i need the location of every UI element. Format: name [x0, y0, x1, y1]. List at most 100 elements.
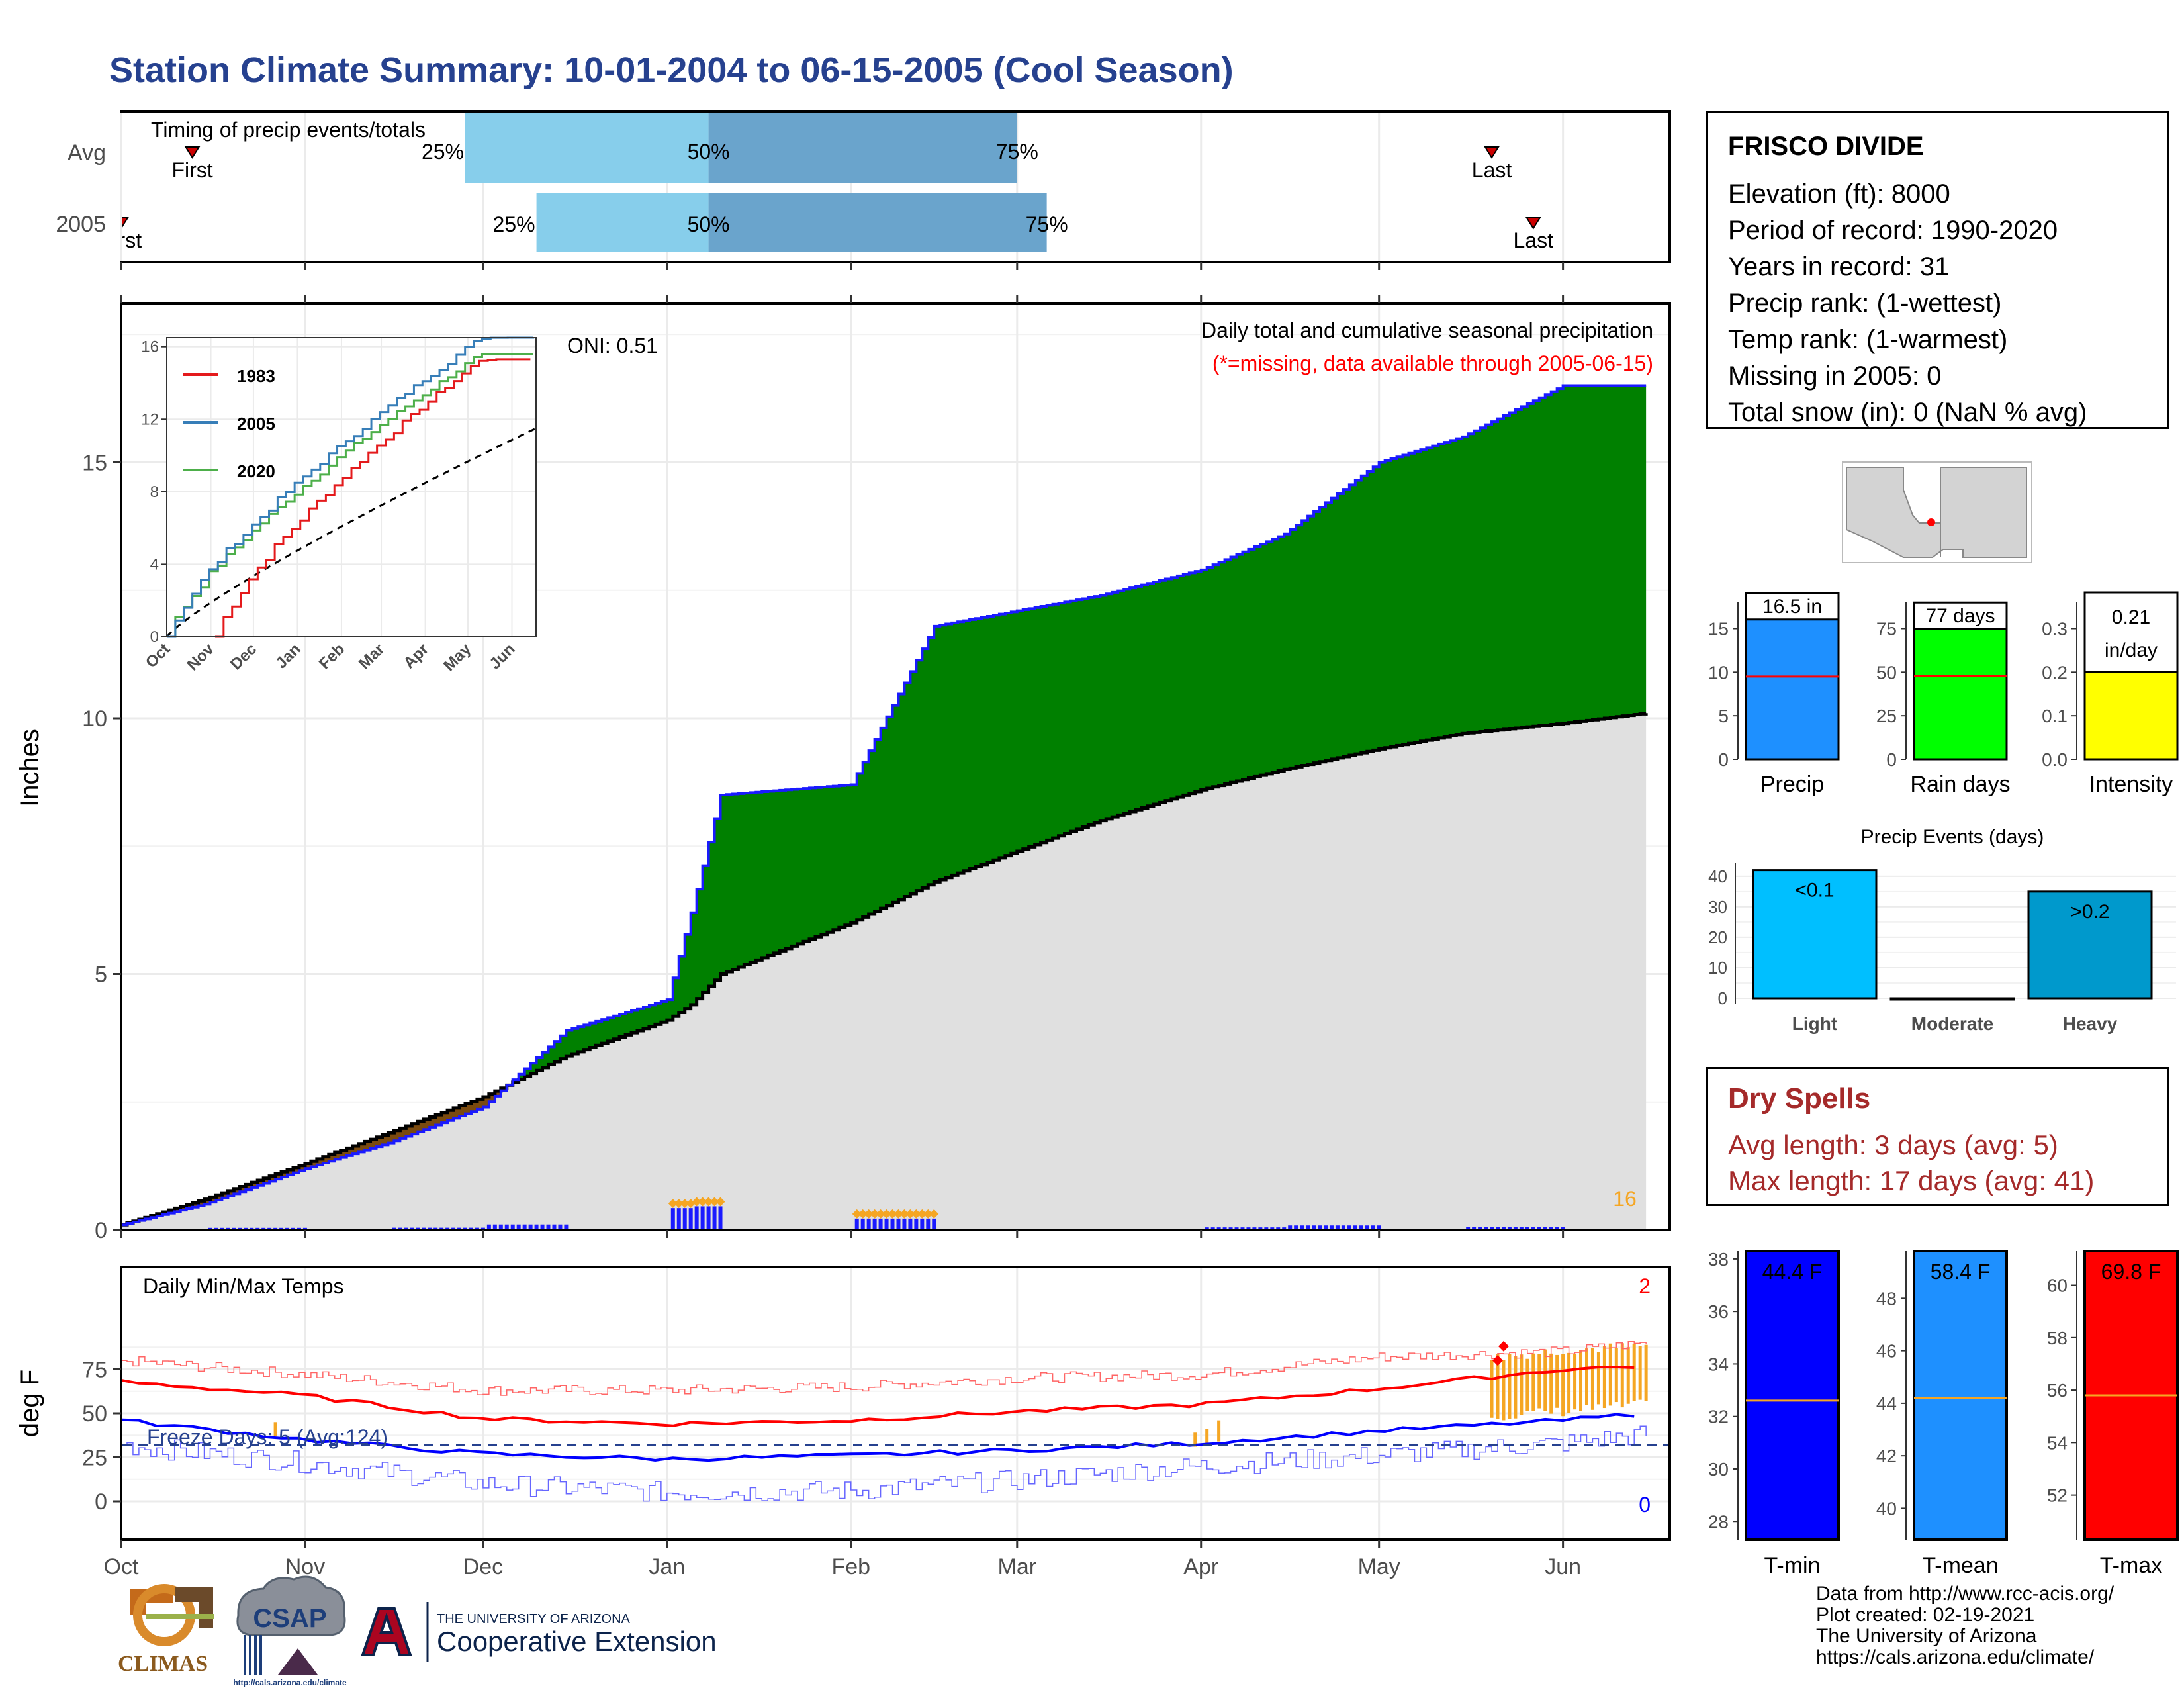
- temperature-bar-charts: 28 30 32 34 36 38 44.4 F T-min 40 42 44 46 48 58.4 F T…: [1708, 1249, 2179, 1578]
- daily-precip-bar: [410, 1227, 414, 1229]
- credit-plot-created: Plot created: 02-19-2021: [1816, 1604, 2035, 1626]
- first-event-label: First: [101, 228, 142, 252]
- extreme-precip-marker: [674, 1199, 684, 1209]
- events-y-tick-label: 30: [1708, 897, 1727, 917]
- daily-precip-bar: [469, 1227, 473, 1229]
- figure-title: Station Climate Summary: 10-01-2004 to 0…: [109, 50, 1234, 90]
- daily-precip-bar: [718, 1206, 723, 1229]
- timing-bar-upper: [708, 113, 1017, 183]
- inset-legend: 1983 2005 2020: [183, 366, 275, 481]
- daily-precip-bar: [428, 1227, 432, 1229]
- precip-y-axis: 0 5 10 15: [82, 451, 121, 1243]
- temp-anomaly-bar: [1520, 1354, 1524, 1415]
- extreme-precip-marker: [704, 1197, 713, 1207]
- summary-y-tick-label: 10: [1708, 662, 1729, 682]
- temp-summary-value-label: 58.4 F: [1931, 1260, 1991, 1284]
- dry-spells-title: Dry Spells: [1728, 1082, 1871, 1115]
- station-years: Years in record: 31: [1728, 252, 1950, 281]
- daily-precip-bar: [302, 1227, 307, 1229]
- first-event-label: First: [171, 158, 212, 182]
- dry-spells-max: Max length: 17 days (avg: 41): [1728, 1165, 2095, 1196]
- daily-precip-bar: [214, 1227, 218, 1229]
- precip-y-tick-label: 0: [95, 1218, 107, 1243]
- extreme-precip-marker: [911, 1209, 921, 1219]
- daily-precip-bar: [1472, 1227, 1477, 1229]
- last-event-label: Last: [1472, 158, 1512, 182]
- daily-precip-bar: [392, 1227, 396, 1229]
- daily-precip-bar: [1490, 1227, 1494, 1229]
- ua-logo: THE UNIVERSITY OF ARIZONA Cooperative Ex…: [361, 1602, 717, 1662]
- inset-climatology-line: [165, 427, 537, 638]
- daily-precip-bars: [208, 1197, 1565, 1229]
- temp-summary-y-tick-label: 54: [2047, 1432, 2068, 1453]
- daily-precip-bar: [694, 1206, 699, 1229]
- daily-precip-bar: [1258, 1227, 1263, 1229]
- timing-label: Timing of precip events/totals: [151, 118, 426, 142]
- ua-extension-text: Cooperative Extension: [437, 1626, 717, 1657]
- daily-precip-bar: [1329, 1225, 1334, 1229]
- daily-precip-bar: [1561, 1227, 1565, 1229]
- daily-precip-bar: [1318, 1225, 1322, 1229]
- extreme-precip-marker: [668, 1199, 678, 1209]
- summary-bar-label: Rain days: [1910, 772, 2010, 797]
- daily-precip-bar: [285, 1227, 290, 1229]
- precip-y-tick-label: 10: [82, 706, 107, 731]
- avg-cumulative-line: [122, 712, 1648, 1227]
- daily-precip-bar: [1246, 1227, 1251, 1229]
- climas-text: CLIMAS: [118, 1652, 208, 1676]
- temp-anomaly-bar: [1584, 1348, 1588, 1405]
- inset-y-tick-label: 4: [150, 555, 159, 573]
- daily-precip-bar: [1210, 1227, 1215, 1229]
- temp-summary-y-tick-label: 56: [2047, 1380, 2068, 1401]
- temp-summary-y-tick-label: 30: [1708, 1459, 1729, 1479]
- daily-precip-bar: [296, 1227, 301, 1229]
- observed-cumulative-line: [122, 384, 1647, 1227]
- precip-y-tick-label: 15: [82, 451, 107, 476]
- summary-value-box: [1745, 592, 1840, 621]
- month-tick-label: Jan: [649, 1554, 685, 1579]
- daily-precip-bar: [884, 1218, 889, 1229]
- tmin-count-label: 0: [1639, 1493, 1651, 1517]
- daily-precip-bar: [255, 1227, 260, 1229]
- extreme-precip-marker: [852, 1209, 862, 1219]
- extreme-precip-marker: [870, 1209, 880, 1219]
- avg-max-line: [122, 1365, 1635, 1427]
- daily-precip-bar: [706, 1206, 711, 1229]
- daily-precip-bar: [528, 1224, 533, 1229]
- daily-precip-bar: [433, 1227, 438, 1229]
- month-tick-label: Jun: [1545, 1554, 1581, 1579]
- timing-p25-label: 25%: [422, 140, 464, 164]
- daily-precip-bar: [1324, 1225, 1328, 1229]
- daily-precip-bar: [1501, 1227, 1506, 1229]
- daily-precip-bar: [860, 1218, 865, 1229]
- summary-value-label: 0.21: [2112, 606, 2150, 628]
- daily-precip-bar: [1264, 1227, 1269, 1229]
- daily-precip-bar: [492, 1224, 497, 1229]
- daily-precip-bar: [1377, 1225, 1381, 1229]
- extreme-precip-marker: [882, 1209, 891, 1219]
- temp-summary-y-tick-label: 52: [2047, 1485, 2068, 1506]
- daily-precip-bar: [1537, 1227, 1541, 1229]
- extreme-precip-marker: [692, 1197, 702, 1207]
- ua-a-icon: [361, 1607, 412, 1656]
- temp-anomaly-bar: [1590, 1348, 1594, 1410]
- timing-bar-upper: [708, 193, 1047, 252]
- credits: Data from http://www.rcc-acis.org/ Plot …: [1816, 1583, 2114, 1668]
- temp-anomaly-bar: [1543, 1349, 1547, 1411]
- daily-precip-bar: [208, 1227, 212, 1229]
- station-info-box: FRISCO DIVIDE Elevation (ft): 8000 Perio…: [1706, 111, 2169, 429]
- temp-anomaly-bar: [1638, 1346, 1642, 1400]
- locator-map: [1842, 461, 2032, 563]
- precip-panel-frame: [120, 302, 1671, 1231]
- summary-y-tick-label: 0.1: [2042, 706, 2068, 726]
- events-category-label: Light: [1792, 1013, 1837, 1034]
- extreme-precip-marker: [698, 1197, 707, 1207]
- extreme-precip-marker: [715, 1197, 725, 1207]
- daily-precip-bar: [1300, 1225, 1304, 1229]
- csap-cloud: [236, 1575, 346, 1636]
- summary-bar-label: Intensity: [2089, 772, 2173, 797]
- tmax-count-label: 2: [1639, 1274, 1651, 1298]
- precip-y-label: Inches: [15, 729, 44, 807]
- timing-bars: 25% 50% 75% First Last 25% 50% 75% First Last: [101, 113, 1553, 252]
